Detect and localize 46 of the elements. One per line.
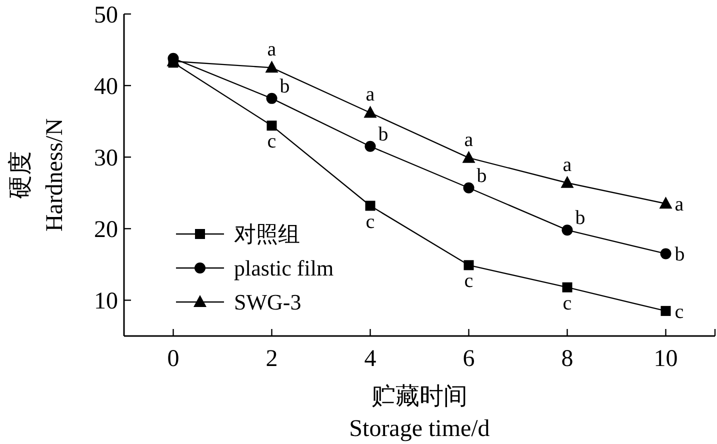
annotation: c	[267, 130, 276, 153]
y-tick-label: 10	[94, 288, 118, 315]
annotation: a	[366, 84, 375, 106]
x-tick-label: 8	[561, 346, 574, 372]
y-tick-label: 50	[94, 2, 118, 28]
legend-label: SWG-3	[234, 290, 302, 315]
point	[464, 260, 474, 270]
legend-label: 对照组	[234, 222, 300, 247]
annotation: b	[378, 123, 388, 146]
point	[365, 200, 376, 211]
y-tick-label: 30	[94, 146, 118, 172]
annotation: b	[575, 207, 586, 230]
y-axis-title: 硬度 Hardness/N	[7, 118, 68, 232]
point	[364, 106, 377, 118]
x-tick-label: 6	[462, 346, 475, 372]
x-tick-label: 2	[266, 346, 278, 372]
x-tick-label: 10	[654, 346, 678, 372]
annotation: a	[267, 38, 276, 61]
y-tick-label: 20	[94, 217, 118, 244]
x-tick-label: 4	[364, 346, 376, 372]
point	[660, 248, 672, 260]
annotation: c	[674, 300, 684, 323]
annotation: c	[366, 210, 375, 233]
point	[562, 282, 572, 292]
annotation: a	[464, 128, 474, 151]
annotation: b	[280, 75, 290, 98]
annotation: a	[674, 194, 684, 216]
annotation: b	[674, 244, 685, 266]
x-tick-label: 0	[167, 346, 180, 372]
point	[265, 60, 278, 73]
annotation: a	[562, 154, 572, 176]
point	[660, 306, 671, 316]
annotation: b	[476, 164, 487, 187]
point	[659, 196, 672, 209]
point	[266, 120, 277, 131]
legend-label: plastic film	[234, 256, 334, 281]
annotation: c	[464, 270, 474, 292]
point	[562, 224, 573, 236]
point	[462, 150, 476, 163]
point	[560, 176, 574, 188]
x-axis-title: 贮藏时间 Storage time/d	[349, 384, 490, 442]
point	[266, 92, 278, 104]
point	[364, 140, 376, 152]
y-tick-label: 40	[94, 74, 118, 100]
annotation: c	[562, 292, 572, 314]
point	[463, 182, 474, 194]
